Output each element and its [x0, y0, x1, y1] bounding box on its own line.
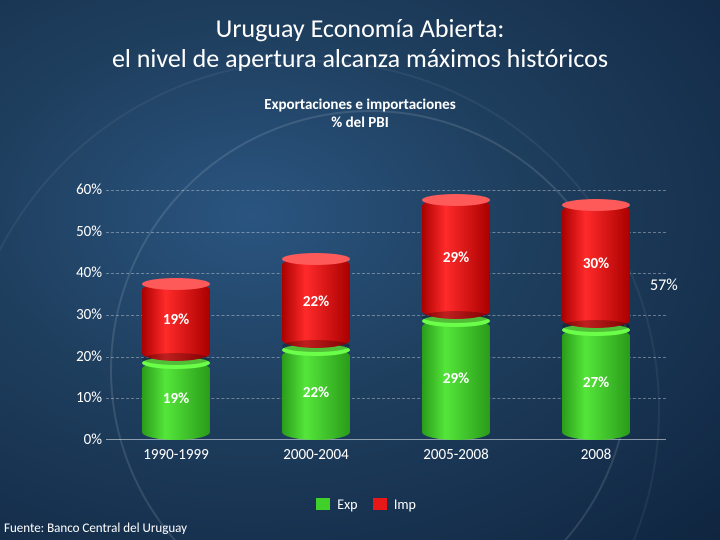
y-tick-label: 0% — [58, 431, 102, 449]
segment-label-exp: 22% — [282, 384, 350, 402]
legend-swatch-exp — [316, 498, 330, 510]
segment-label-imp: 19% — [142, 311, 210, 329]
bar-group: 29% 29% — [422, 198, 490, 440]
plot-area: 0%10%20%30%40%50%60%19%19%22%22%29%29%27… — [106, 190, 666, 440]
page-title: Uruguay Economía Abierta: el nivel de ap… — [0, 0, 720, 74]
x-tick-label: 1990-1999 — [116, 446, 236, 464]
source-text: Fuente: Banco Central del Uruguay — [4, 521, 187, 536]
title-line2: el nivel de apertura alcanza máximos his… — [30, 44, 690, 74]
legend-swatch-imp — [373, 498, 387, 510]
legend: Exp Imp — [0, 496, 720, 513]
callout-total: 57% — [650, 276, 678, 295]
y-tick-label: 30% — [58, 306, 102, 324]
segment-label-imp: 29% — [422, 249, 490, 267]
segment-label-imp: 22% — [282, 293, 350, 311]
chart: 0%10%20%30%40%50%60%19%19%22%22%29%29%27… — [58, 190, 668, 480]
chart-subtitle: Exportaciones e importaciones % del PBI — [0, 96, 720, 132]
x-tick-label: 2008 — [536, 446, 656, 464]
callout-label: 57% — [650, 276, 678, 295]
x-tick-label: 2005-2008 — [396, 446, 516, 464]
bar-group: 27% 30% — [562, 203, 630, 441]
segment-label-exp: 29% — [422, 370, 490, 388]
segment-label-exp: 27% — [562, 374, 630, 392]
legend-label-exp: Exp — [337, 496, 357, 513]
subtitle-line2: % del PBI — [0, 114, 720, 132]
title-line1: Uruguay Economía Abierta: — [30, 14, 690, 44]
gridline — [106, 190, 666, 191]
y-tick-label: 50% — [58, 223, 102, 241]
y-tick-label: 20% — [58, 348, 102, 366]
y-tick-label: 10% — [58, 389, 102, 407]
segment-label-imp: 30% — [562, 255, 630, 273]
subtitle-line1: Exportaciones e importaciones — [0, 96, 720, 114]
x-tick-label: 2000-2004 — [256, 446, 376, 464]
segment-label-exp: 19% — [142, 390, 210, 408]
bar-group: 19% 19% — [142, 282, 210, 440]
legend-label-imp: Imp — [394, 496, 416, 513]
bar-group: 22% 22% — [282, 257, 350, 440]
y-tick-label: 40% — [58, 264, 102, 282]
y-tick-label: 60% — [58, 181, 102, 199]
